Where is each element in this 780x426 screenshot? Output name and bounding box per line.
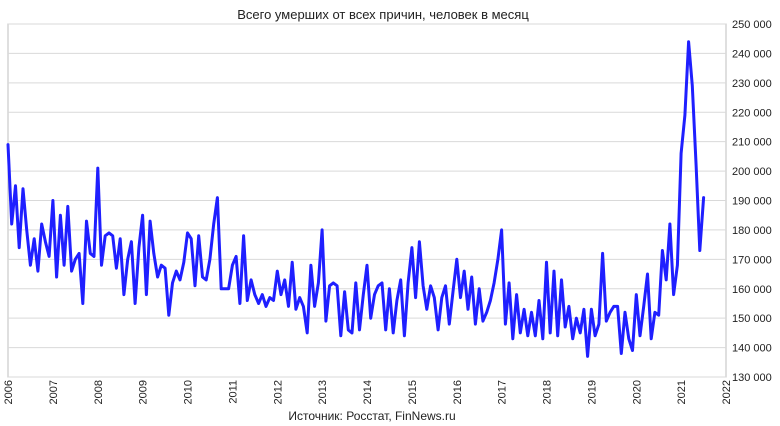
x-tick-label: 2012 [272, 380, 284, 404]
x-tick-label: 2015 [407, 380, 419, 404]
series-line-deaths [6, 40, 706, 358]
y-tick-label: 230 000 [732, 78, 772, 90]
x-tick-label: 2013 [317, 380, 329, 404]
x-tick-label: 2017 [497, 380, 509, 404]
y-axis-ticks: 130 000 140 000 150 000 160 000 170 000 180 0… [732, 19, 772, 384]
y-tick-label: 190 000 [732, 196, 772, 208]
chart-title: Всего умерших от всех причин, человек в … [237, 7, 529, 22]
x-axis-ticks: 2006 2007 2008 2009 2010 2011 2012 2013 2014 2015… [3, 380, 733, 404]
y-tick-label: 160 000 [732, 284, 772, 296]
x-tick-label: 2008 [93, 380, 105, 404]
y-tick-label: 180 000 [732, 225, 772, 237]
x-tick-label: 2016 [452, 380, 464, 404]
y-tick-label: 150 000 [732, 313, 772, 325]
chart-source: Источник: Росстат, FinNews.ru [288, 409, 455, 423]
y-tick-label: 220 000 [732, 107, 772, 119]
x-tick-label: 2019 [586, 380, 598, 404]
x-tick-label: 2018 [542, 380, 554, 404]
x-tick-label: 2011 [227, 380, 239, 404]
y-tick-label: 210 000 [732, 137, 772, 149]
x-tick-label: 2010 [183, 380, 195, 404]
x-tick-label: 2022 [721, 380, 733, 404]
x-tick-label: 2020 [631, 380, 643, 404]
x-tick-label: 2021 [676, 380, 688, 404]
y-tick-label: 200 000 [732, 166, 772, 178]
y-tick-label: 240 000 [732, 48, 772, 60]
y-tick-label: 130 000 [732, 372, 772, 384]
y-tick-label: 140 000 [732, 343, 772, 355]
y-tick-label: 250 000 [732, 19, 772, 31]
y-tick-label: 170 000 [732, 254, 772, 266]
x-tick-label: 2007 [48, 380, 60, 404]
x-tick-label: 2009 [138, 380, 150, 404]
x-tick-label: 2014 [362, 380, 374, 404]
x-tick-label: 2006 [3, 380, 15, 404]
